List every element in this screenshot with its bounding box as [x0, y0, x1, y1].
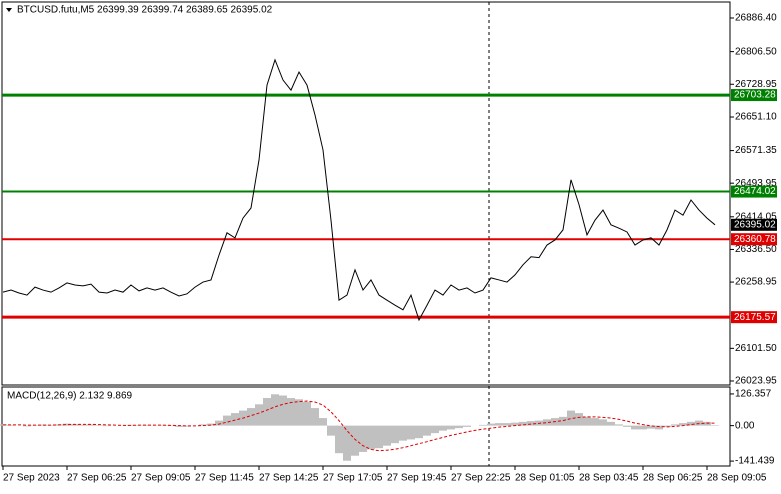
y-tick-label: 26571.35 [735, 145, 777, 156]
y-tick-label: 26886.40 [735, 13, 777, 24]
x-tick-label: 27 Sep 14:25 [259, 473, 319, 484]
y-tick-label: 26651.10 [735, 112, 777, 123]
macd-bar [335, 426, 343, 454]
macd-bar [351, 426, 359, 456]
macd-bar [711, 425, 719, 426]
y-tick-label: 26336.50 [735, 244, 777, 255]
macd-bar [295, 399, 303, 425]
macd-bar [343, 426, 351, 461]
level-label: 26175.57 [734, 312, 776, 323]
macd-bar [447, 426, 455, 430]
level-label: 26703.28 [734, 90, 776, 101]
macd-bar [103, 426, 111, 427]
macd-bar [495, 423, 503, 426]
macd-bar [319, 418, 327, 426]
macd-bar [623, 426, 631, 427]
price-line [3, 60, 715, 320]
x-tick-label: 28 Sep 01:05 [515, 473, 575, 484]
macd-bar [639, 426, 647, 430]
macd-bar [503, 423, 511, 426]
macd-bar [407, 426, 415, 440]
x-tick-label: 27 Sep 22:25 [451, 473, 511, 484]
current-price-label: 26395.02 [734, 219, 776, 230]
macd-bar [271, 394, 279, 425]
y-tick-label: 26728.95 [735, 79, 777, 90]
macd-bar [423, 426, 431, 436]
macd-bar [455, 426, 463, 429]
macd-bar [607, 422, 615, 426]
macd-bar [215, 421, 223, 426]
macd-bar [415, 426, 423, 439]
macd-bar [375, 426, 383, 449]
macd-bar [591, 418, 599, 426]
x-tick-label: 27 Sep 09:05 [131, 473, 191, 484]
x-tick-label: 27 Sep 2023 [3, 473, 60, 484]
x-tick-label: 27 Sep 19:45 [387, 473, 447, 484]
macd-bar [479, 425, 487, 426]
x-tick-label: 27 Sep 06:25 [67, 473, 127, 484]
menu-triangle [6, 8, 12, 12]
x-tick-label: 27 Sep 11:45 [195, 473, 254, 484]
y-tick-label: 26258.95 [735, 277, 777, 288]
price-title: BTCUSD.futu,M5 26399.39 26399.74 26389.6… [17, 5, 273, 16]
macd-bar [279, 396, 287, 426]
macd-bar [359, 426, 367, 452]
macd-bar [223, 416, 231, 426]
macd-bar [575, 413, 583, 426]
x-tick-label: 28 Sep 06:25 [643, 473, 703, 484]
macd-bar [263, 398, 271, 426]
level-label: 26474.02 [734, 186, 776, 197]
macd-bar [23, 426, 31, 427]
macd-bar [671, 424, 679, 425]
macd-bar [391, 426, 399, 444]
macd-bar [583, 417, 591, 426]
macd-bar [327, 426, 335, 436]
macd-bar [439, 426, 447, 431]
macd-bar [463, 426, 471, 427]
macd-bar [311, 408, 319, 426]
macd-title: MACD(12,26,9) 2.132 9.869 [7, 391, 133, 402]
macd-bar [615, 424, 623, 425]
level-label: 26360.78 [734, 234, 776, 245]
macd-bar [631, 426, 639, 430]
macd-bar [431, 426, 439, 434]
price-panel [2, 2, 730, 385]
macd-bar [487, 424, 495, 426]
y-tick-label: 26101.50 [735, 343, 777, 354]
macd-bar [367, 426, 375, 450]
y-tick-label: 126.357 [735, 389, 772, 400]
y-tick-label: -141.439 [735, 456, 775, 467]
macd-bar [399, 426, 407, 441]
x-tick-label: 28 Sep 09:05 [707, 473, 767, 484]
x-tick-label: 27 Sep 17:05 [323, 473, 383, 484]
x-tick-label: 28 Sep 03:45 [579, 473, 639, 484]
y-tick-label: 26023.95 [735, 376, 777, 387]
y-tick-label: 0.00 [735, 420, 755, 431]
macd-bar [599, 419, 607, 425]
macd-bar [255, 404, 263, 425]
macd-bar [95, 425, 103, 426]
macd-bar [383, 426, 391, 446]
macd-bar [303, 402, 311, 426]
y-tick-label: 26806.50 [735, 46, 777, 57]
